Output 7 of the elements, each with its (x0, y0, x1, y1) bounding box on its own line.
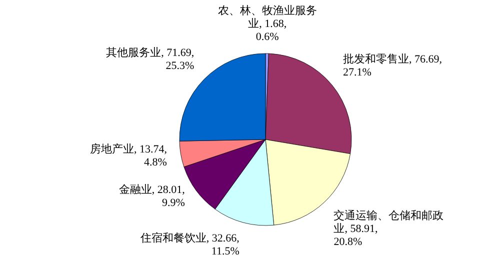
slice-label: 农、林、牧渔业服务业, 1.68, 0.6% (218, 4, 317, 44)
slice-label: 房地产业, 13.74, 4.8% (90, 142, 168, 168)
slice-label: 其他服务业, 71.69, 25.3% (106, 46, 194, 72)
slice-label: 交通运输、仓储和邮政业, 58.91, 20.8% (334, 209, 444, 248)
slice-label: 住宿和餐饮业, 32.66, 11.5% (140, 232, 240, 258)
slice-label: 批发和零售业, 76.69, 27.1% (343, 52, 442, 78)
slice-label: 金融业, 28.01, 9.9% (118, 182, 186, 209)
